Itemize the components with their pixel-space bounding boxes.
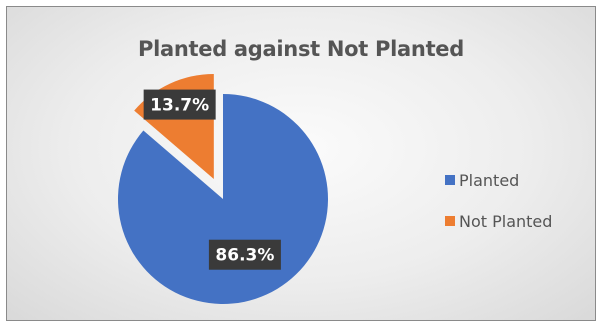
data-label-text-planted: 86.3%: [215, 246, 274, 266]
pie-slice-planted: [117, 93, 328, 304]
legend-swatch-planted: [445, 175, 455, 185]
chart-area: Planted against Not Planted 86.3% 13.7% P…: [6, 6, 596, 321]
data-label-planted: 86.3%: [208, 239, 281, 270]
legend-swatch-not-planted: [445, 216, 455, 226]
pie-data-labels: 86.3% 13.7%: [143, 89, 281, 270]
legend: Planted Not Planted: [445, 170, 552, 252]
data-label-text-not-planted: 13.7%: [150, 96, 209, 116]
legend-label-not-planted: Not Planted: [459, 211, 553, 231]
data-label-not-planted: 13.7%: [143, 89, 216, 120]
legend-item-planted: Planted: [445, 170, 552, 190]
chart-title: Planted against Not Planted: [138, 37, 464, 61]
legend-label-planted: Planted: [459, 170, 520, 190]
pie-chart: 86.3% 13.7%: [117, 74, 328, 304]
legend-item-not-planted: Not Planted: [445, 211, 552, 231]
